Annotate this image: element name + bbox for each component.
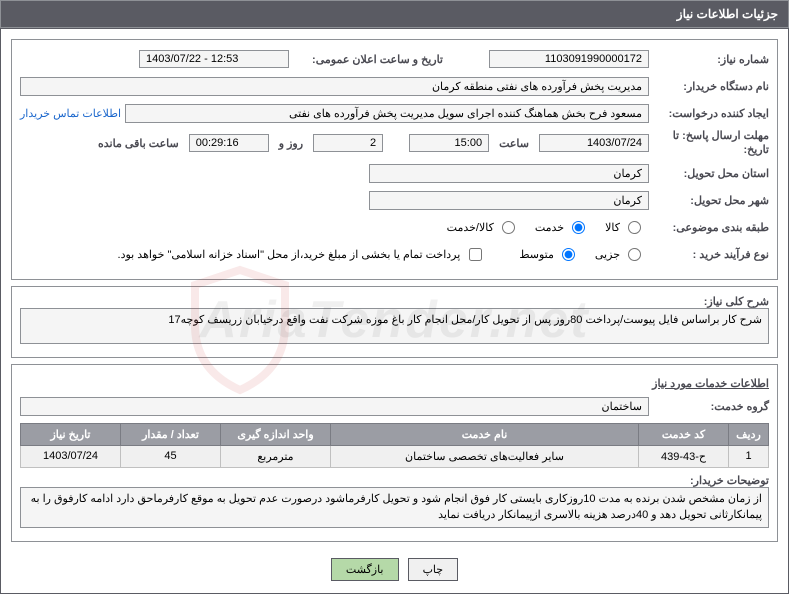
cell-unit: مترمربع bbox=[221, 445, 331, 467]
need-number-value: 1103091990000172 bbox=[489, 50, 649, 68]
process-type-label: نوع فرآیند خرید : bbox=[649, 248, 769, 261]
requester-value: مسعود فرح بخش هماهنگ کننده اجرای سویل مد… bbox=[125, 104, 649, 123]
services-header: اطلاعات خدمات مورد نیاز bbox=[20, 377, 769, 390]
section-main-info: شماره نیاز: 1103091990000172 تاریخ و ساع… bbox=[11, 39, 778, 280]
button-row: چاپ بازگشت bbox=[11, 548, 778, 583]
treasury-checkbox-label: پرداخت تمام یا بخشی از مبلغ خرید،از محل … bbox=[118, 248, 461, 261]
deadline-time-label: ساعت bbox=[493, 137, 535, 150]
cell-row: 1 bbox=[729, 445, 769, 467]
service-group-value: ساختمان bbox=[20, 397, 649, 416]
table-row: 1 ح-43-439 سایر فعالیت‌های تخصصی ساختمان… bbox=[21, 445, 769, 467]
cell-date: 1403/07/24 bbox=[21, 445, 121, 467]
section-services: اطلاعات خدمات مورد نیاز گروه خدمت: ساختم… bbox=[11, 364, 778, 542]
subject-both-radio[interactable] bbox=[502, 221, 515, 234]
col-row: ردیف bbox=[729, 423, 769, 445]
subject-goods-radio[interactable] bbox=[628, 221, 641, 234]
print-button[interactable]: چاپ bbox=[408, 558, 459, 581]
buyer-label: نام دستگاه خریدار: bbox=[649, 80, 769, 93]
process-medium-radio[interactable] bbox=[562, 248, 575, 261]
deadline-time: 15:00 bbox=[409, 134, 489, 152]
process-minor-radio[interactable] bbox=[628, 248, 641, 261]
province-value: کرمان bbox=[369, 164, 649, 183]
treasury-checkbox[interactable] bbox=[469, 248, 482, 261]
description-label: شرح کلی نیاز: bbox=[649, 295, 769, 308]
description-text: شرح کار براساس فایل پیوست/پرداخت 80روز پ… bbox=[20, 308, 769, 344]
cell-qty: 45 bbox=[121, 445, 221, 467]
col-qty: تعداد / مقدار bbox=[121, 423, 221, 445]
city-value: کرمان bbox=[369, 191, 649, 210]
city-label: شهر محل تحویل: bbox=[649, 194, 769, 207]
process-medium-label: متوسط bbox=[507, 248, 554, 261]
deadline-remaining: 00:29:16 bbox=[189, 134, 269, 152]
deadline-remain-label: ساعت باقی مانده bbox=[92, 137, 185, 150]
public-datetime-value: 1403/07/22 - 12:53 bbox=[139, 50, 289, 68]
col-name: نام خدمت bbox=[331, 423, 639, 445]
process-minor-label: جزیی bbox=[583, 248, 620, 261]
cell-code: ح-43-439 bbox=[639, 445, 729, 467]
public-datetime-label: تاریخ و ساعت اعلان عمومی: bbox=[289, 53, 449, 66]
subject-both-label: کالا/خدمت bbox=[435, 221, 494, 234]
page-title: جزئیات اطلاعات نیاز bbox=[0, 0, 789, 28]
buyer-remarks-label: توضیحات خریدار: bbox=[649, 474, 769, 487]
subject-service-radio[interactable] bbox=[572, 221, 585, 234]
subject-class-label: طبقه بندی موضوعی: bbox=[649, 221, 769, 234]
buyer-remarks-text: از زمان مشخص شدن برنده به مدت 10روزکاری … bbox=[20, 487, 769, 528]
back-button[interactable]: بازگشت bbox=[331, 558, 399, 581]
deadline-and-label: روز و bbox=[273, 137, 309, 150]
deadline-days: 2 bbox=[313, 134, 383, 152]
cell-name: سایر فعالیت‌های تخصصی ساختمان bbox=[331, 445, 639, 467]
deadline-label: مهلت ارسال پاسخ: تا تاریخ: bbox=[649, 129, 769, 158]
subject-service-label: خدمت bbox=[523, 221, 564, 234]
need-number-label: شماره نیاز: bbox=[649, 53, 769, 66]
service-group-label: گروه خدمت: bbox=[649, 400, 769, 413]
province-label: استان محل تحویل: bbox=[649, 167, 769, 180]
col-code: کد خدمت bbox=[639, 423, 729, 445]
col-date: تاریخ نیاز bbox=[21, 423, 121, 445]
buyer-value: مدیریت پخش فرآورده های نفتی منطقه کرمان bbox=[20, 77, 649, 96]
subject-goods-label: کالا bbox=[593, 221, 620, 234]
section-description: شرح کلی نیاز: شرح کار براساس فایل پیوست/… bbox=[11, 286, 778, 358]
buyer-contact-link[interactable]: اطلاعات تماس خریدار bbox=[20, 107, 125, 120]
requester-label: ایجاد کننده درخواست: bbox=[649, 107, 769, 120]
services-table: ردیف کد خدمت نام خدمت واحد اندازه گیری ت… bbox=[20, 423, 769, 468]
deadline-date: 1403/07/24 bbox=[539, 134, 649, 152]
col-unit: واحد اندازه گیری bbox=[221, 423, 331, 445]
